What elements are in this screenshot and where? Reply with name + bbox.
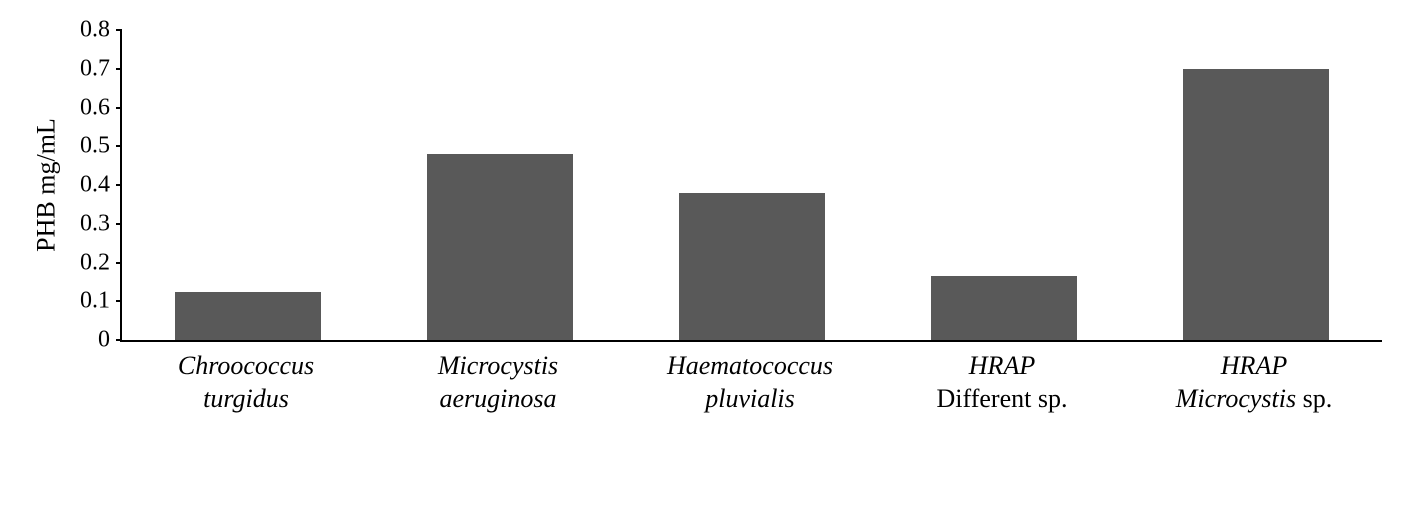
x-tick-label: HRAPDifferent sp. (876, 350, 1128, 415)
y-tick-label: 0.5 (20, 133, 120, 160)
x-tick-label: Haematococcuspluvialis (624, 350, 876, 415)
y-tick-label: 0.8 (20, 17, 120, 44)
bar (931, 276, 1077, 340)
y-tick-label: 0.7 (20, 55, 120, 82)
x-tick-label: Chroococcusturgidus (120, 350, 372, 415)
y-tick-label: 0.2 (20, 249, 120, 276)
y-tick-label: 0.4 (20, 172, 120, 199)
x-tick-label: Microcystisaeruginosa (372, 350, 624, 415)
bar (175, 292, 321, 340)
y-tick-label: 0.3 (20, 210, 120, 237)
y-tick-label: 0 (20, 327, 120, 354)
y-tick-label: 0.1 (20, 288, 120, 315)
bar (427, 154, 573, 340)
y-tick-label: 0.6 (20, 94, 120, 121)
x-tick-label: HRAPMicrocystis sp. (1128, 350, 1380, 415)
phb-bar-chart: PHB mg/mL 00.10.20.30.40.50.60.70.8Chroo… (20, 20, 1398, 497)
plot-area (120, 30, 1382, 342)
bar (679, 193, 825, 340)
bar (1183, 69, 1329, 340)
